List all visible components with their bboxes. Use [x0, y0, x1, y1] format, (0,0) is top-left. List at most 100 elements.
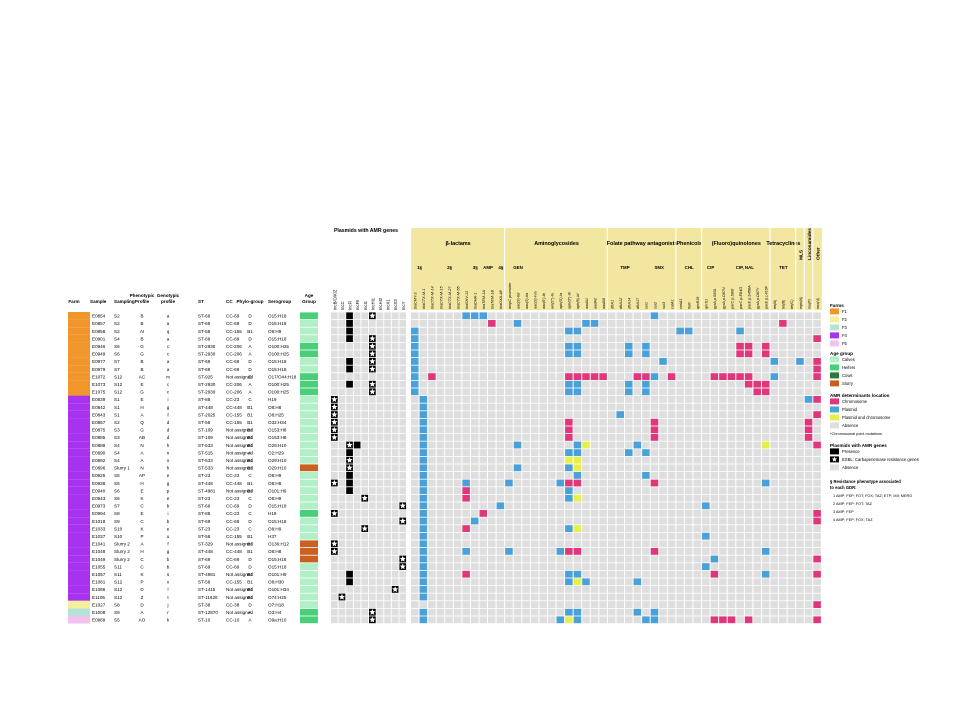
- plasmid-absence-cell: [384, 365, 391, 373]
- absence-cell: [530, 510, 539, 517]
- row-genotypic-profile: a: [167, 336, 170, 341]
- plasmid-absence-cell: [361, 380, 369, 388]
- column-header-genotypic-profile: profile: [161, 299, 175, 304]
- plasmid-absence-cell: [361, 601, 369, 608]
- absence-cell: [428, 479, 436, 487]
- absence-cell: [505, 540, 513, 548]
- absence-cell: [753, 494, 761, 502]
- row-phylogroup: A: [248, 390, 252, 395]
- plasmid-absence-cell: [384, 502, 391, 510]
- absence-cell: [710, 601, 719, 608]
- absence-cell: [582, 563, 590, 570]
- farm-cell: [68, 555, 90, 563]
- plasmid-absence-cell: [353, 350, 361, 358]
- legend-gdr-item: 1 AMP; FEP; FOT; FOX; TAZ; ETP; IMI; MER…: [833, 494, 912, 498]
- absence-cell: [804, 380, 813, 388]
- absence-cell: [582, 586, 590, 593]
- farm-cell: [68, 418, 90, 426]
- esbl-star-mark: [331, 411, 338, 418]
- absence-cell: [676, 320, 684, 327]
- absence-cell: [453, 563, 462, 570]
- absence-cell: [667, 479, 676, 487]
- absence-cell: [787, 411, 796, 418]
- row-phenotypic-profile: B: [140, 321, 143, 326]
- plasmid-cell: [642, 616, 650, 624]
- absence-cell: [804, 320, 813, 327]
- absence-cell: [539, 327, 547, 335]
- absence-cell: [761, 312, 770, 320]
- chromosome-cell: [479, 510, 488, 517]
- absence-cell: [804, 555, 813, 563]
- absence-cell: [787, 563, 796, 570]
- plasmid-absence-cell: [338, 540, 346, 548]
- row-sampling: S1: [114, 412, 120, 417]
- absence-cell: [470, 563, 479, 570]
- absence-cell: [539, 449, 547, 456]
- absence-cell: [428, 563, 436, 570]
- absence-cell: [445, 335, 453, 342]
- absence-cell: [445, 593, 453, 601]
- absence-cell: [445, 342, 453, 350]
- plasmid-absence-cell: [384, 464, 391, 472]
- legend-plasmid-title: Plasmids with AMR genes: [830, 443, 887, 448]
- absence-cell: [693, 434, 702, 441]
- plasmid-absence-cell: [399, 593, 407, 601]
- absence-cell: [667, 472, 676, 479]
- absence-cell: [804, 532, 813, 540]
- absence-cell: [470, 548, 479, 555]
- absence-cell: [436, 456, 445, 464]
- row-cc: Not assigned: [226, 428, 253, 433]
- plasmid-absence-cell: [361, 342, 369, 350]
- absence-cell: [470, 449, 479, 456]
- absence-cell: [565, 586, 573, 593]
- absence-cell: [530, 388, 539, 396]
- absence-cell: [693, 388, 702, 396]
- absence-cell: [650, 335, 659, 342]
- absence-cell: [547, 434, 556, 441]
- absence-cell: [556, 426, 565, 434]
- absence-cell: [436, 487, 445, 494]
- absence-cell: [513, 335, 522, 342]
- row-phylogroup: D: [248, 519, 252, 524]
- absence-cell: [642, 396, 650, 403]
- absence-cell: [625, 586, 633, 593]
- chromosome-cell: [565, 418, 573, 426]
- plasmid-cell: [573, 388, 582, 396]
- plasmid-absence-cell: [376, 532, 384, 540]
- plasmid-absence-cell: [399, 479, 407, 487]
- absence-cell: [702, 472, 710, 479]
- plasmid-column-label: IncI1: [363, 300, 368, 310]
- class-header: MLS: [798, 249, 804, 260]
- row-genotypic-profile: g: [167, 549, 170, 554]
- plasmid-absence-cell: [338, 487, 346, 494]
- absence-cell: [590, 312, 599, 320]
- plasmid-cell: [565, 350, 573, 358]
- absence-cell: [453, 510, 462, 517]
- absence-cell: [428, 320, 436, 327]
- absence-cell: [411, 449, 419, 456]
- absence-cell: [599, 434, 607, 441]
- plasmid-absence-cell: [361, 350, 369, 358]
- plasmid-absence-cell: [338, 312, 346, 320]
- absence-cell: [547, 441, 556, 449]
- absence-cell: [753, 510, 761, 517]
- absence-cell: [770, 548, 779, 555]
- chromosome-cell: [744, 616, 753, 624]
- absence-cell: [753, 555, 761, 563]
- absence-cell: [428, 502, 436, 510]
- absence-cell: [462, 456, 470, 464]
- plasmid-absence-cell: [346, 494, 353, 502]
- absence-cell: [479, 540, 488, 548]
- plasmid-absence-cell: [346, 373, 353, 380]
- legend-age-label: Heifers: [842, 365, 855, 370]
- plasmid-absence-cell: [384, 540, 391, 548]
- plasmid-absence-cell: [399, 403, 407, 411]
- row-genotypic-profile: b: [167, 557, 170, 562]
- absence-cell: [547, 411, 556, 418]
- plasmid-header: Plasmids with AMR genes: [334, 228, 398, 234]
- absence-cell: [565, 563, 573, 570]
- plasmid-absence-cell: [369, 540, 376, 548]
- absence-cell: [607, 608, 616, 616]
- absence-cell: [582, 601, 590, 608]
- row-genotypic-profile: t: [167, 595, 169, 600]
